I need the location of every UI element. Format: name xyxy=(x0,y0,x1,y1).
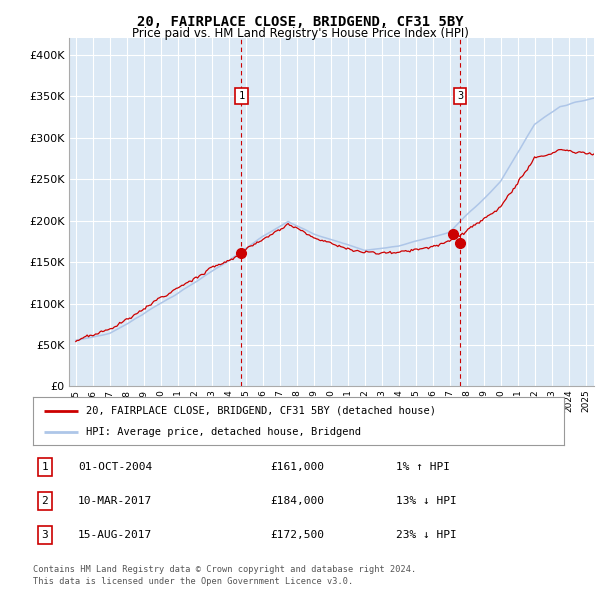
Text: 20, FAIRPLACE CLOSE, BRIDGEND, CF31 5BY (detached house): 20, FAIRPLACE CLOSE, BRIDGEND, CF31 5BY … xyxy=(86,405,436,415)
Text: HPI: Average price, detached house, Bridgend: HPI: Average price, detached house, Brid… xyxy=(86,427,361,437)
Text: 3: 3 xyxy=(41,530,49,540)
Text: This data is licensed under the Open Government Licence v3.0.: This data is licensed under the Open Gov… xyxy=(33,577,353,586)
Text: 15-AUG-2017: 15-AUG-2017 xyxy=(78,530,152,540)
Text: 01-OCT-2004: 01-OCT-2004 xyxy=(78,462,152,471)
Text: Contains HM Land Registry data © Crown copyright and database right 2024.: Contains HM Land Registry data © Crown c… xyxy=(33,565,416,574)
Text: 3: 3 xyxy=(457,91,463,101)
Text: 1% ↑ HPI: 1% ↑ HPI xyxy=(396,462,450,471)
Text: £184,000: £184,000 xyxy=(270,496,324,506)
Text: 2: 2 xyxy=(41,496,49,506)
Text: 1: 1 xyxy=(41,462,49,471)
Text: 23% ↓ HPI: 23% ↓ HPI xyxy=(396,530,457,540)
Text: 13% ↓ HPI: 13% ↓ HPI xyxy=(396,496,457,506)
Text: 10-MAR-2017: 10-MAR-2017 xyxy=(78,496,152,506)
Text: £172,500: £172,500 xyxy=(270,530,324,540)
Text: Price paid vs. HM Land Registry's House Price Index (HPI): Price paid vs. HM Land Registry's House … xyxy=(131,27,469,40)
Text: 1: 1 xyxy=(238,91,245,101)
Text: £161,000: £161,000 xyxy=(270,462,324,471)
Text: 20, FAIRPLACE CLOSE, BRIDGEND, CF31 5BY: 20, FAIRPLACE CLOSE, BRIDGEND, CF31 5BY xyxy=(137,15,463,29)
